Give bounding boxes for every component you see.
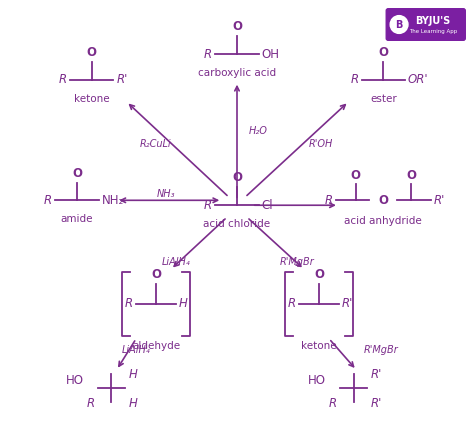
Text: NH₃: NH₃ [156, 190, 175, 199]
Text: O: O [314, 268, 324, 281]
Text: O: O [378, 46, 388, 59]
Text: Cl: Cl [262, 199, 273, 212]
Text: O: O [406, 168, 416, 181]
Text: R: R [325, 194, 333, 207]
Text: O: O [378, 194, 388, 207]
Text: amide: amide [61, 214, 93, 224]
Text: acid anhydride: acid anhydride [345, 216, 422, 226]
Text: R'MgBr: R'MgBr [364, 345, 398, 355]
Text: R': R' [370, 368, 382, 381]
Text: H: H [128, 368, 137, 381]
Text: R': R' [370, 397, 382, 410]
Text: R: R [125, 297, 133, 310]
Text: BYJU'S: BYJU'S [415, 16, 450, 26]
Text: NH₂: NH₂ [101, 194, 124, 207]
Text: aldehyde: aldehyde [132, 340, 180, 350]
Text: ketone: ketone [74, 94, 109, 103]
Text: R: R [204, 199, 212, 212]
Text: R'MgBr: R'MgBr [280, 257, 315, 267]
FancyBboxPatch shape [386, 9, 465, 40]
Text: LiAlH₄: LiAlH₄ [121, 345, 150, 355]
Text: ester: ester [370, 94, 397, 103]
Text: R: R [328, 397, 337, 410]
Text: H: H [128, 397, 137, 410]
Text: OR': OR' [408, 73, 428, 86]
Text: H: H [179, 297, 188, 310]
Text: R₂CuLi: R₂CuLi [140, 139, 172, 149]
Text: ketone: ketone [301, 340, 337, 350]
Text: R': R' [117, 73, 128, 86]
Text: HO: HO [66, 374, 84, 387]
Text: carboxylic acid: carboxylic acid [198, 68, 276, 78]
Text: R: R [87, 397, 95, 410]
Text: The Learning App: The Learning App [409, 29, 457, 34]
Text: HO: HO [308, 374, 326, 387]
Text: B: B [395, 20, 403, 30]
Circle shape [390, 16, 408, 34]
Text: H₂O: H₂O [249, 126, 268, 136]
Text: R': R' [434, 194, 445, 207]
Text: R: R [59, 73, 67, 86]
Text: O: O [232, 21, 242, 34]
Text: O: O [232, 172, 242, 185]
Text: R': R' [342, 297, 353, 310]
Text: OH: OH [262, 47, 280, 60]
Text: O: O [72, 167, 82, 180]
Text: R'OH: R'OH [309, 139, 333, 149]
Text: O: O [351, 168, 361, 181]
Text: R: R [44, 194, 52, 207]
Text: R: R [350, 73, 358, 86]
Text: LiAlH₄: LiAlH₄ [161, 257, 190, 267]
Text: O: O [151, 268, 161, 281]
Text: R: R [204, 47, 212, 60]
Text: acid chloride: acid chloride [203, 219, 271, 229]
Text: O: O [87, 46, 97, 59]
Text: R: R [288, 297, 296, 310]
